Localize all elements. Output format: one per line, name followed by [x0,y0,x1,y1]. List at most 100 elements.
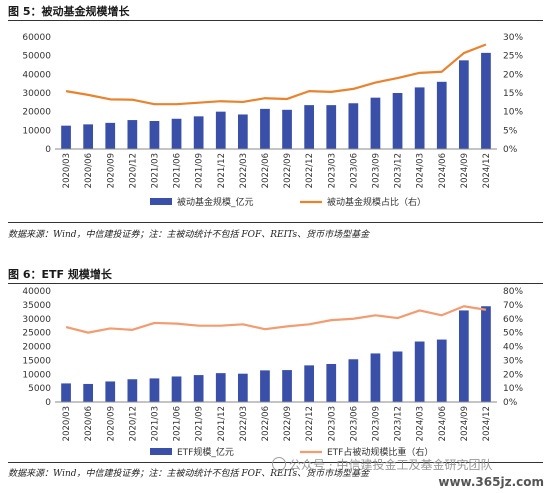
wechat-icon [272,457,286,471]
chart1-bar [127,120,138,149]
chart2-category-label: 2024/09 [460,406,470,441]
chart1-right-tick-label: 5% [503,126,518,136]
chart2-category-label: 2020/12 [128,406,138,441]
chart2-legend-line-label: ETF占被动规模比重（右） [327,446,433,458]
chart1-left-tick-label: 0 [45,145,51,155]
chart2-category-label: 2020/09 [106,406,116,441]
chart2-left-tick-label: 20000 [22,343,51,353]
chart2-bar [392,351,403,402]
chart1-bar [193,116,204,149]
chart2-right-tick-label: 70% [503,301,523,311]
chart2-category-label: 2022/06 [261,406,271,441]
chart1-category-label: 2024/03 [416,153,426,188]
chart2-left-tick-label: 40000 [22,287,51,297]
chart1-category-label: 2023/03 [327,153,337,188]
figure2-top-rule [8,283,543,284]
chart1-right-tick-label: 0% [503,145,518,155]
chart2-bar [61,383,71,402]
watermark-text: 公众号 · 中信建投金工及基金研究团队 [289,458,493,472]
chart2-bar [414,341,425,402]
chart1-bar [348,103,359,149]
chart2-category-label: 2021/12 [217,406,227,441]
chart1-bar [481,52,491,149]
chart1-bar [326,105,337,149]
chart1-category-label: 2022/06 [261,153,271,188]
chart2-legend-bar-swatch [150,448,172,455]
chart1-ratio-line [65,43,487,106]
chart1-bar [171,118,182,149]
chart1-right-tick-label: 20% [503,70,523,80]
chart2-left-tick-label: 30000 [22,315,51,325]
chart1-category-label: 2023/09 [371,153,381,188]
chart2-bar [304,365,315,402]
chart1-bar [282,109,292,149]
chart2-category-label: 2023/03 [327,406,337,441]
chart1-legend-line-label: 被动基金规模占比（右） [327,196,426,208]
chart1-bar [392,93,403,149]
chart2-right-tick-label: 20% [503,370,523,380]
chart2-bar [193,375,204,402]
chart2-category-label: 2021/09 [195,406,205,441]
chart2-left-tick-label: 0 [45,398,51,408]
chart2-bar [83,383,94,402]
chart2-bar [326,363,337,402]
chart1-right-tick-label: 25% [503,52,523,62]
chart2-category-label: 2022/12 [305,406,315,441]
chart2-bar [215,373,226,402]
chart2-left-tick-label: 35000 [22,301,51,311]
chart2-right-tick-label: 30% [503,356,523,366]
chart1-category-label: 2024/12 [482,153,492,188]
chart2-legend-bar-label: ETF规模_亿元 [177,446,234,458]
chart1-category-label: 2021/06 [173,153,183,188]
chart2-category-label: 2023/12 [394,406,404,441]
chart1-legend-bar-swatch [150,198,172,205]
site-watermark: www.365jz.com [438,475,544,489]
chart2-bar [370,353,381,402]
chart1-left-tick-label: 20000 [22,108,51,118]
chart1-bar [237,114,248,149]
chart1-bar [149,121,160,149]
chart1-category-label: 2020/12 [128,153,138,188]
chart1-bar [458,60,469,150]
chart2-bar [458,310,469,402]
chart1-right-tick-label: 15% [503,89,523,99]
chart2-category-label: 2021/03 [150,406,160,441]
chart1-left-tick-label: 30000 [22,89,51,99]
chart2-right-tick-label: 80% [503,287,523,297]
chart1-category-label: 2024/06 [438,153,448,188]
chart2-left-tick-label: 10000 [22,370,51,380]
chart2-ratio-line [65,305,487,334]
chart2-category-label: 2024/12 [482,406,492,441]
chart2-category-label: 2020/06 [84,406,94,441]
figure1-top-rule [8,20,543,21]
chart2-category-label: 2021/06 [173,406,183,441]
chart1-bar [105,122,116,149]
chart2-bar [481,306,491,402]
chart1-bar [61,125,71,149]
chart2-bar [436,339,447,402]
chart2-left-tick-label: 5000 [28,384,51,394]
passive-fund-chart: 0 10000 20000 30000 40000 50000 60000 0% 5% 10% 15… [22,33,523,208]
chart1-legend-bar-label: 被动基金规模_亿元 [177,196,254,208]
chart2-category-label: 2022/09 [283,406,293,441]
chart2-bar [260,370,270,402]
chart2-right-tick-label: 0% [503,398,518,408]
chart2-category-label: 2020/03 [62,406,72,441]
figure2-title: 图 6：ETF 规模增长 [8,268,112,281]
chart1-category-label: 2021/12 [217,153,227,188]
chart2-right-tick-label: 10% [503,384,523,394]
chart1-bar [215,111,226,149]
chart1-category-label: 2021/03 [150,153,160,188]
chart2-bar [105,381,116,402]
chart2-bar [282,370,292,402]
chart1-category-label: 2020/09 [106,153,116,188]
chart2-bar [149,378,160,402]
chart2-bar [348,359,359,402]
figure2-source-note: 数据来源：Wind，中信建投证券；注：主被动统计不包括 FOF、REITs、货币… [8,469,370,479]
chart1-category-label: 2023/06 [349,153,359,188]
chart1-right-tick-label: 10% [503,108,523,118]
chart1-right-tick-label: 30% [503,33,523,43]
chart2-right-tick-label: 50% [503,329,523,339]
chart1-left-tick-label: 10000 [22,126,51,136]
chart2-category-label: 2024/06 [438,406,448,441]
